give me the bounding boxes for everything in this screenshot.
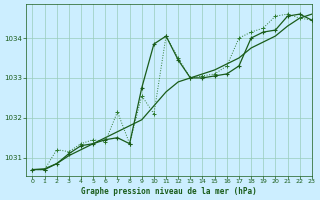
- X-axis label: Graphe pression niveau de la mer (hPa): Graphe pression niveau de la mer (hPa): [81, 187, 257, 196]
